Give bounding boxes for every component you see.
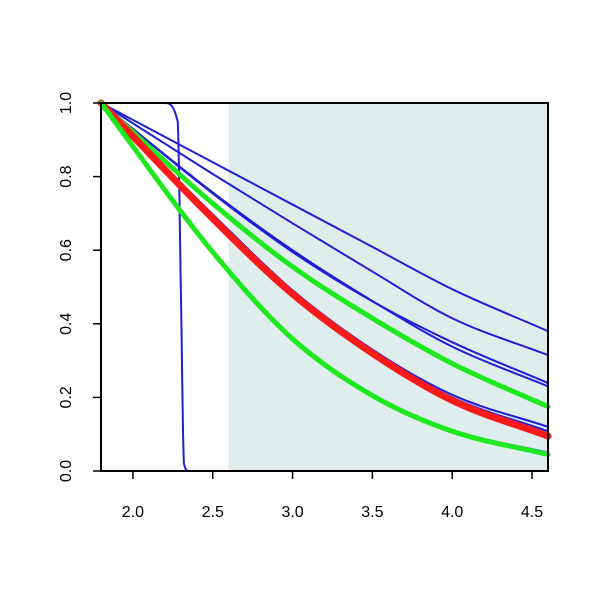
series-line-green-8 [98, 100, 551, 410]
plot-box [100, 102, 549, 472]
y-tick-label: 0.4 [58, 313, 75, 335]
x-tick-label: 4.0 [441, 504, 463, 521]
y-tick-label: 0.0 [58, 460, 75, 482]
series-line-blue-1 [100, 102, 549, 333]
x-tick-label: 4.5 [521, 504, 543, 521]
y-tick-label: 1.0 [58, 92, 75, 114]
y-tick-label: 0.6 [58, 239, 75, 261]
x-tick-label: 3.5 [361, 504, 383, 521]
series-line-red-9 [97, 99, 552, 440]
y-tick-label: 0.8 [58, 165, 75, 187]
x-tick-label: 2.5 [202, 504, 224, 521]
series-line-green-10 [98, 100, 551, 457]
y-tick-label: 0.2 [58, 386, 75, 408]
x-tick-label: 2.0 [122, 504, 144, 521]
series-line-blue-4 [100, 102, 549, 388]
series-line-blue-2 [100, 102, 549, 357]
x-tick-label: 3.0 [281, 504, 303, 521]
